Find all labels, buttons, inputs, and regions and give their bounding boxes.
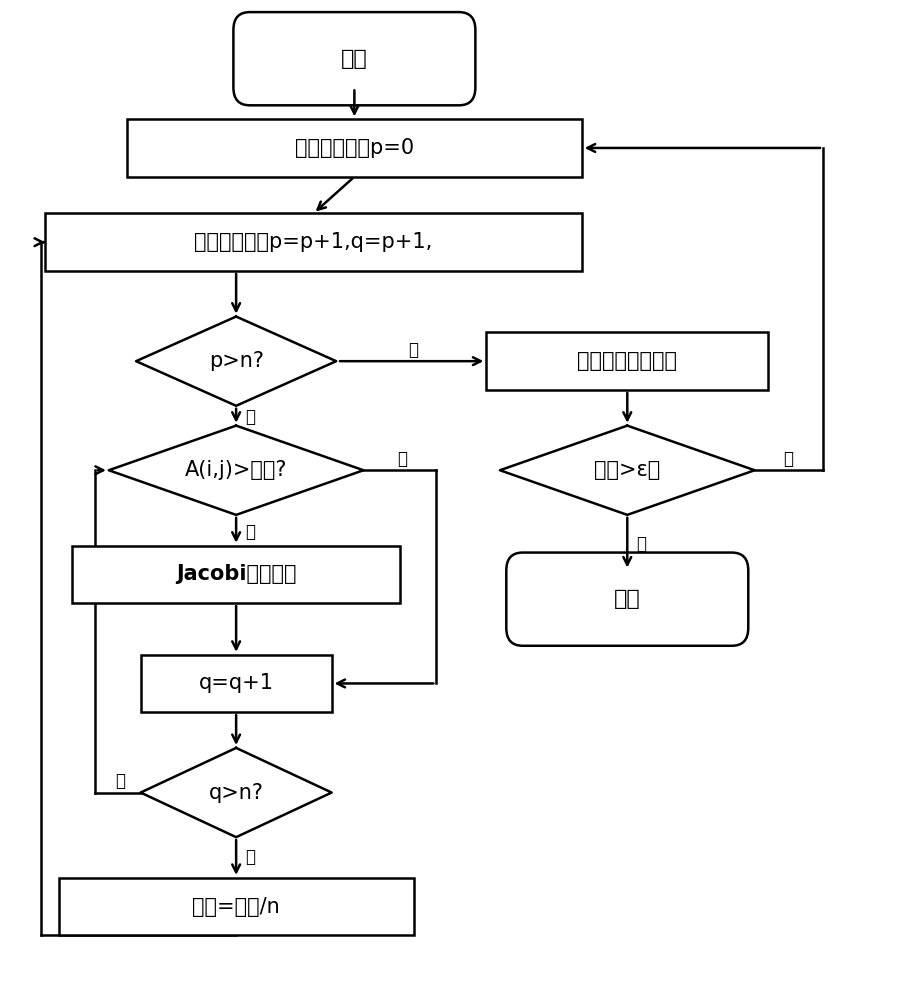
Text: 行下标初始化p=0: 行下标初始化p=0 <box>295 138 414 158</box>
Text: Jacobi旋转变换: Jacobi旋转变换 <box>176 564 297 584</box>
Bar <box>59 878 413 935</box>
Text: 结束: 结束 <box>614 589 641 609</box>
Text: 是: 是 <box>245 523 255 541</box>
Text: q=q+1: q=q+1 <box>198 673 274 693</box>
Text: 计算非对角线元素: 计算非对角线元素 <box>577 351 677 371</box>
Bar <box>487 332 768 390</box>
Text: 精度>ε？: 精度>ε？ <box>594 460 660 480</box>
Polygon shape <box>500 426 755 515</box>
Text: 限值=限值/n: 限值=限值/n <box>192 897 280 917</box>
Polygon shape <box>140 748 331 837</box>
Text: 否: 否 <box>245 408 255 426</box>
Text: 否: 否 <box>116 772 126 790</box>
Bar <box>140 655 331 712</box>
Bar <box>127 119 582 177</box>
Text: 否: 否 <box>397 450 407 468</box>
Bar <box>73 546 400 603</box>
FancyBboxPatch shape <box>233 12 476 105</box>
Text: 开始: 开始 <box>341 49 368 69</box>
Text: 列下标初始化p=p+1,q=p+1,: 列下标初始化p=p+1,q=p+1, <box>195 232 432 252</box>
Text: q>n?: q>n? <box>208 783 263 803</box>
Text: p>n?: p>n? <box>208 351 263 371</box>
Text: 否: 否 <box>636 535 646 553</box>
FancyBboxPatch shape <box>507 553 748 646</box>
Bar <box>45 213 582 271</box>
Text: 是: 是 <box>245 848 255 866</box>
Polygon shape <box>108 426 364 515</box>
Text: 是: 是 <box>783 450 793 468</box>
Text: 是: 是 <box>409 341 419 359</box>
Text: A(i,j)>限值?: A(i,j)>限值? <box>185 460 287 480</box>
Polygon shape <box>136 317 336 406</box>
